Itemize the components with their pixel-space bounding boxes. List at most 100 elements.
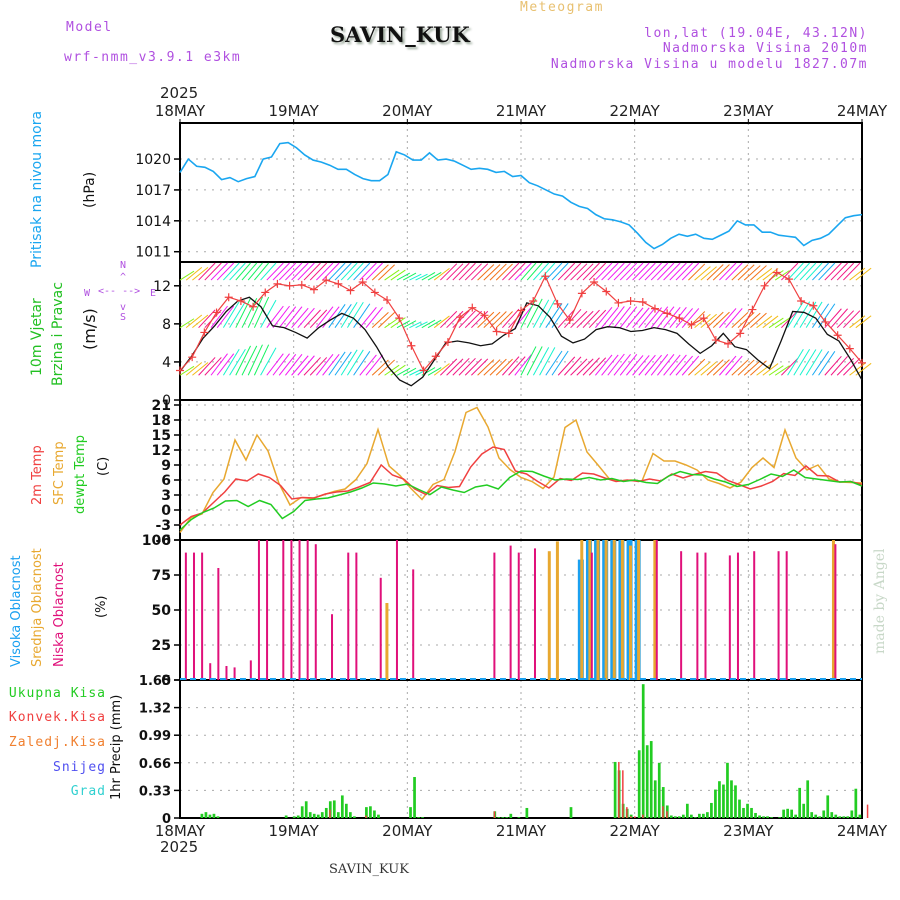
- wind-arrow: [849, 267, 866, 281]
- wind-arrow: [309, 357, 328, 376]
- precip-conv-bar: [666, 811, 668, 818]
- dewpt-line: [179, 469, 863, 531]
- wind-arrow: [694, 266, 711, 281]
- wind-gust-marker: [711, 336, 720, 345]
- precip-total-bar: [677, 816, 681, 818]
- wind-arrow: [229, 348, 246, 376]
- wind-arrow: [334, 262, 352, 281]
- wind-arrow: [793, 301, 811, 328]
- wind-arrow: [644, 307, 662, 328]
- precip-total-bar: [417, 817, 420, 818]
- wind-arrow: [756, 363, 773, 376]
- x-tick-label-bottom: 22MAY: [610, 822, 661, 840]
- wind-gust-marker: [200, 328, 209, 337]
- cloud-low-bar: [347, 552, 350, 680]
- wind-arrow: [396, 367, 411, 376]
- wind-arrow: [371, 311, 389, 329]
- wind-arrow: [557, 356, 576, 376]
- wind-arrow: [365, 354, 383, 376]
- wind-arrow: [557, 308, 576, 329]
- precip-total-bar: [353, 816, 356, 818]
- cloud-low-bar: [680, 551, 683, 680]
- wind-arrow: [179, 318, 195, 329]
- wind-arrow: [638, 354, 656, 376]
- precip-conv-bar: [622, 770, 624, 818]
- wind-arrow: [750, 312, 767, 329]
- wind-arrow: [179, 270, 195, 281]
- precip-conv-bar: [618, 761, 620, 818]
- y-tick-label: 9: [161, 458, 171, 474]
- wind-gust-marker: [650, 304, 659, 313]
- wind-gust-marker: [249, 302, 258, 311]
- wind-arrow: [489, 358, 507, 376]
- precip-total-bar: [730, 780, 733, 818]
- wind-arrow: [272, 353, 290, 376]
- wind-arrow: [818, 303, 836, 328]
- wind-arrow: [353, 351, 371, 376]
- cloud-low-bar: [257, 540, 260, 680]
- model-label: Model: [66, 20, 113, 35]
- wind-arrow: [241, 262, 258, 281]
- wind-arrow: [340, 349, 358, 376]
- precip-total-bar: [750, 807, 753, 818]
- cloud-low-bar: [209, 663, 212, 680]
- wind-arrow: [458, 357, 476, 376]
- wind-arrow: [477, 311, 495, 329]
- wind-arrow: [378, 311, 395, 329]
- wind-arrow: [427, 319, 442, 329]
- precip-total-bar: [710, 802, 713, 818]
- precip-total-bar: [421, 817, 424, 818]
- wind-gust-marker: [821, 317, 830, 326]
- x-tick-label-top: 19MAY: [269, 102, 320, 120]
- panel-frame: [179, 679, 863, 819]
- wind-arrow: [446, 358, 464, 376]
- wind-arrow: [192, 362, 209, 376]
- snow-legend: Snijeg: [53, 760, 106, 775]
- cloud-mid-bar: [831, 540, 835, 680]
- precip-total-bar: [661, 787, 665, 818]
- precip-total-bar: [653, 780, 657, 818]
- wind-gust-marker: [346, 286, 355, 295]
- cloud-low-bar: [379, 577, 382, 680]
- precip-total-bar: [501, 817, 505, 818]
- wind-arrow: [204, 262, 222, 281]
- wind-arrow: [644, 354, 662, 376]
- wind-arrow: [464, 263, 482, 281]
- wind-arrow: [260, 347, 277, 376]
- wind-arrow: [402, 367, 417, 376]
- precip-total-bar: [369, 806, 372, 818]
- wind-arrow: [266, 305, 284, 328]
- x-tick-label-bottom: 21MAY: [496, 822, 547, 840]
- wind-gust-marker: [468, 303, 477, 312]
- wind-arrow: [235, 345, 252, 376]
- wind-gust-marker: [577, 289, 586, 298]
- y-tick-label: 25: [152, 638, 171, 654]
- wind-arrow: [818, 351, 836, 376]
- wind-arrow: [235, 298, 252, 328]
- wind-arrow: [433, 363, 450, 376]
- precip-total-bar: [409, 807, 412, 818]
- wind-arrow: [712, 264, 730, 281]
- y-tick-label: -3: [155, 518, 171, 534]
- wind-arrow: [346, 349, 364, 376]
- wind-arrow: [526, 346, 543, 376]
- wind-arrow: [570, 358, 588, 376]
- wind-arrow: [737, 359, 755, 376]
- cloud-low-bar: [355, 552, 358, 680]
- wind-arrow: [743, 360, 761, 376]
- y-tick-label: 1011: [135, 245, 171, 261]
- wind-arrow: [520, 346, 537, 376]
- cloud-low-bar: [249, 660, 252, 680]
- wind-gust-marker: [858, 358, 866, 367]
- wind-arrow: [247, 344, 263, 376]
- wind-arrow: [855, 267, 872, 281]
- wind-gust-marker: [748, 305, 757, 314]
- precip-total-bar: [569, 807, 573, 818]
- wind-arrow: [650, 306, 669, 328]
- wind-arrow: [725, 355, 743, 376]
- wind-arrow: [440, 310, 458, 329]
- x-tick-label-top: 21MAY: [496, 102, 547, 120]
- y-tick-label: 0.33: [139, 784, 171, 799]
- wind-arrow: [396, 272, 411, 281]
